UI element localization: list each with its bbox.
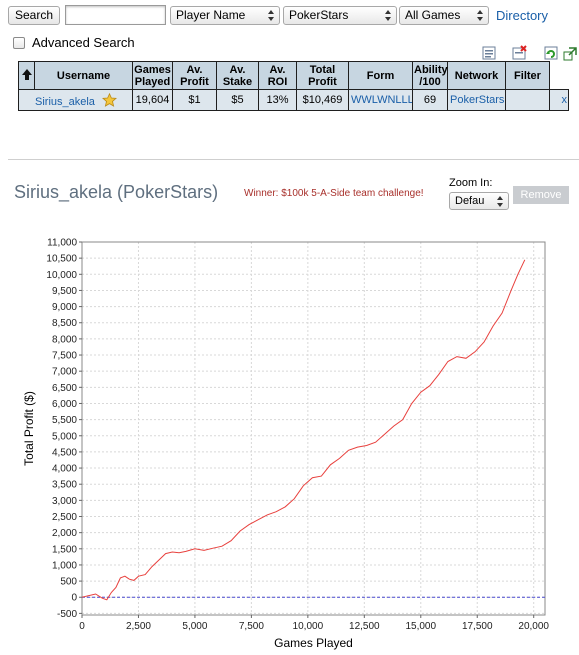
y-tick-label: 5,500 — [52, 415, 77, 426]
directory-link[interactable]: Directory — [496, 8, 549, 23]
header-filter[interactable]: Filter — [505, 61, 550, 90]
player-field-select[interactable]: Player Name — [170, 6, 280, 25]
header-network[interactable]: Network — [447, 61, 506, 90]
x-tick-label: 7,500 — [239, 621, 264, 632]
x-tick-label: 0 — [79, 621, 85, 632]
sort-up-arrow-icon[interactable] — [21, 68, 33, 81]
cell-ability: 69 — [412, 89, 448, 111]
y-tick-label: 6,500 — [52, 383, 77, 394]
select-arrows-icon — [268, 10, 274, 21]
plot-frame — [81, 241, 546, 616]
select-arrows-icon — [385, 10, 391, 21]
table-header-row: Username Games Played Av. Profit Av. Sta… — [18, 61, 569, 90]
cell-av-profit: $1 — [172, 89, 217, 111]
cell-filter — [505, 89, 550, 111]
y-tick-label: 500 — [60, 577, 77, 588]
x-tick-label: 5,000 — [182, 621, 207, 632]
chart-grid — [81, 241, 545, 615]
delete-icon[interactable] — [511, 45, 527, 61]
award-text: Winner: $100k 5-A-Side team challenge! — [244, 188, 424, 199]
cell-network[interactable]: PokerStars — [447, 89, 506, 111]
y-tick-label: 9,500 — [52, 286, 77, 297]
y-tick-label: 7,500 — [52, 351, 77, 362]
y-tick-label: 4,500 — [52, 447, 77, 458]
cell-form[interactable]: WWLWNLLL — [348, 89, 413, 111]
header-games-played[interactable]: Games Played — [132, 61, 173, 90]
y-tick-label: 0 — [71, 593, 77, 604]
y-tick-label: 4,000 — [52, 464, 77, 475]
y-tick-label: 2,000 — [52, 528, 77, 539]
header-username[interactable]: Username — [34, 61, 133, 90]
select-arrows-icon — [497, 196, 503, 207]
export-icon[interactable] — [481, 45, 497, 61]
search-button[interactable]: Search — [8, 6, 61, 25]
x-tick-label: 2,500 — [126, 621, 151, 632]
search-input[interactable] — [65, 5, 166, 25]
advanced-search-label: Advanced Search — [32, 35, 135, 50]
header-form[interactable]: Form — [348, 61, 413, 90]
player-field-value: Player Name — [176, 8, 246, 22]
y-tick-label: 6,000 — [52, 399, 77, 410]
table-row: Sirius_akela 19,604 $1 $5 13% $10,469 WW… — [18, 89, 569, 111]
network-value: PokerStars — [289, 8, 349, 22]
y-tick-label: 11,000 — [47, 238, 77, 249]
cell-av-stake: $5 — [216, 89, 259, 111]
y-tick-label: 7,000 — [52, 367, 77, 378]
y-tick-label: -500 — [57, 609, 77, 620]
y-tick-label: 10,000 — [46, 270, 77, 281]
zoom-label: Zoom In: — [449, 177, 493, 189]
game-filter-select[interactable]: All Games — [399, 6, 489, 25]
x-tick-label: 10,000 — [293, 621, 324, 632]
profit-chart: -50005001,0001,5002,0002,5003,0003,5004,… — [22, 238, 549, 651]
network-select[interactable]: PokerStars — [283, 6, 397, 25]
cell-av-roi: 13% — [258, 89, 297, 111]
cell-username: Sirius_akela — [18, 89, 133, 111]
x-tick-label: 12,500 — [349, 621, 380, 632]
y-tick-label: 3,000 — [52, 496, 77, 507]
select-arrows-icon — [477, 10, 483, 21]
sort-column[interactable] — [18, 61, 35, 90]
header-av-profit[interactable]: Av. Profit — [172, 61, 217, 90]
zoom-value: Defau — [455, 195, 485, 207]
y-tick-label: 2,500 — [52, 512, 77, 523]
remove-row-link[interactable]: x — [549, 89, 569, 111]
y-axis-ticks: -500 0 500 1,000 1,500 2,000 2,500 3,000 3,500 4,… — [46, 238, 82, 620]
cell-total-profit: $10,469 — [296, 89, 349, 111]
header-ability[interactable]: Ability /100 — [412, 61, 448, 90]
y-tick-label: 1,500 — [52, 544, 77, 555]
star-icon — [102, 92, 117, 107]
y-tick-label: 5,000 — [52, 431, 77, 442]
y-axis-label: Total Profit ($) — [22, 391, 36, 466]
header-total-profit[interactable]: Total Profit — [296, 61, 349, 90]
player-title: Sirius_akela (PokerStars) — [14, 182, 219, 202]
y-tick-label: 10,500 — [46, 254, 77, 265]
y-tick-label: 9,000 — [52, 302, 77, 313]
popout-icon[interactable] — [563, 47, 577, 61]
y-tick-label: 3,500 — [52, 480, 77, 491]
player-link[interactable]: Sirius_akela — [35, 95, 95, 108]
x-axis-label: Games Played — [274, 636, 353, 650]
x-axis-ticks: 0 2,500 5,000 7,500 10,000 12,500 15,000 17,500… — [79, 615, 549, 632]
remove-button[interactable]: Remove — [513, 186, 569, 204]
x-tick-label: 15,000 — [405, 621, 436, 632]
header-av-roi[interactable]: Av. ROI — [258, 61, 297, 90]
cell-games-played: 19,604 — [132, 89, 173, 111]
x-tick-label: 17,500 — [462, 621, 493, 632]
header-av-stake[interactable]: Av. Stake — [216, 61, 259, 90]
x-tick-label: 20,000 — [518, 621, 549, 632]
profit-series-line — [81, 259, 526, 601]
game-filter-value: All Games — [405, 8, 461, 22]
players-table: Username Games Played Av. Profit Av. Sta… — [18, 61, 569, 111]
y-tick-label: 8,000 — [52, 334, 77, 345]
advanced-search-checkbox[interactable] — [13, 37, 25, 49]
section-divider — [8, 159, 579, 160]
header-spacer — [549, 61, 569, 90]
refresh-icon[interactable] — [543, 45, 559, 61]
y-tick-label: 1,000 — [52, 560, 77, 571]
y-tick-label: 8,500 — [52, 318, 77, 329]
zoom-select[interactable]: Defau — [449, 192, 509, 210]
